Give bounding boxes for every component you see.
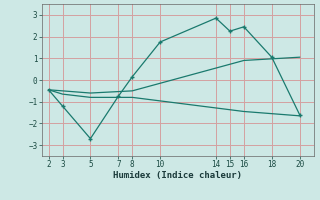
- X-axis label: Humidex (Indice chaleur): Humidex (Indice chaleur): [113, 171, 242, 180]
